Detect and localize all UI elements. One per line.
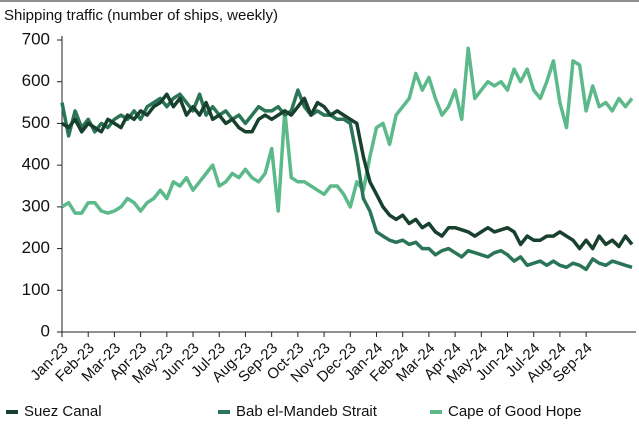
line-series	[61, 46, 634, 215]
y-tick-label: 0	[41, 321, 50, 340]
y-tick-label: 400	[22, 155, 50, 174]
y-tick-label: 500	[22, 113, 50, 132]
y-tick-label: 700	[22, 29, 50, 48]
legend-label: Suez Canal	[24, 403, 102, 420]
y-tick-label: 300	[22, 196, 50, 215]
y-tick-label: 200	[22, 238, 50, 257]
chart-title: Shipping traffic (number of ships, weekl…	[4, 7, 278, 24]
y-tick-label: 600	[22, 71, 50, 90]
legend-label: Cape of Good Hope	[448, 403, 581, 420]
legend-label: Bab el-Mandeb Strait	[236, 403, 378, 420]
line-series	[61, 92, 634, 251]
y-tick-label: 100	[22, 280, 50, 299]
line-series	[60, 88, 633, 272]
